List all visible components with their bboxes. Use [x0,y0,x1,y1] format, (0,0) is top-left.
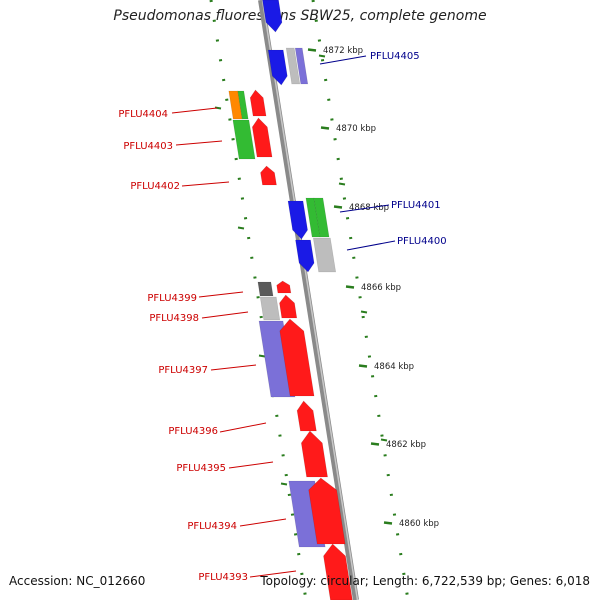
kbp-tick-mark [320,126,330,130]
gene-label-pflu4394[interactable]: PFLU4394 [187,521,237,532]
gene-label-pflu4403[interactable]: PFLU4403 [123,141,173,152]
minor-tick [338,182,346,186]
gene-label-connector [239,518,287,527]
tick-track-left [209,0,308,600]
gene-labels-layer: PFLU4405 PFLU4404 PFLU4403 PFLU4402 PFLU4401… [118,51,446,583]
gene-label-pflu4399[interactable]: PFLU4399 [147,293,197,304]
gene-pflu4396-red [296,400,317,432]
kbp-tick-mark [333,205,343,209]
gene-label-connector [339,204,390,213]
gene-pflu4403-green [232,119,256,160]
kbp-tick-mark [345,285,355,289]
gene-pflu4394-red [308,477,346,545]
gene-label-pflu4402[interactable]: PFLU4402 [130,181,180,192]
accession-text: Accession: NC_012660 [9,574,146,588]
minor-tick [360,310,368,314]
gene-top-blue [262,0,283,33]
kbp-tick-label: 4862 kbp [386,440,426,450]
gene-label-pflu4404[interactable]: PFLU4404 [118,109,168,120]
gene-label-connector [219,422,267,433]
gene-pflu4404-red [249,89,267,117]
kbp-tick-mark [370,442,380,446]
backbone-line [258,0,359,600]
gene-pflu4397-red [279,318,315,397]
gene-pflu4399-red [276,280,292,294]
gene-label-connector [171,107,218,114]
kbp-tick-label: 4864 kbp [374,362,414,372]
kbp-tick-mark [383,521,393,525]
gene-pflu4395-red [300,430,328,478]
map-title: Pseudomonas fluorescens SBW25, complete … [113,8,487,24]
gene-label-pflu4393[interactable]: PFLU4393 [198,572,248,583]
kbp-tick-label: 4870 kbp [336,124,376,134]
gene-label-pflu4396[interactable]: PFLU4396 [168,426,218,437]
gene-pflu4404-green [237,90,249,120]
minor-tick [258,354,266,358]
gene-label-pflu4405[interactable]: PFLU4405 [370,51,420,62]
kbp-tick-mark [358,364,368,368]
minor-tick [280,482,288,486]
gene-label-connector [228,461,274,469]
tick-track-right [311,0,410,600]
kbp-tick-label: 4872 kbp [323,46,363,56]
gene-pflu4402-red [260,165,277,186]
gene-pflu4405-gray [285,47,301,85]
kbp-tick-label: 4860 kbp [399,519,439,529]
gene-label-connector [181,181,230,187]
gene-pflu4401-blue [287,200,308,240]
gene-label-connector [210,364,257,371]
gene-label-pflu4400[interactable]: PFLU4400 [397,236,447,247]
backbone-highlight [261,0,359,600]
genes-layer [228,0,353,600]
gene-label-connector [198,291,244,298]
gene-label-pflu4397[interactable]: PFLU4397 [158,365,208,376]
gene-pflu4405-purple [294,47,309,85]
topology-text: Topology: circular; Length: 6,722,539 bp… [260,574,590,588]
gene-pflu4400-blue [295,239,315,273]
gene-label-pflu4395[interactable]: PFLU4395 [176,463,226,474]
tick-dots-layer [209,0,410,600]
gene-pflu4399-darkgray [257,281,274,297]
gene-label-connector [249,570,297,578]
gene-pflu4393-red [323,543,353,600]
gene-label-connector [319,55,367,65]
gene-pflu4403-red [251,117,273,158]
kbp-tick-label: 4866 kbp [361,283,401,293]
minor-tick [237,226,245,230]
gene-label-pflu4401[interactable]: PFLU4401 [391,200,441,211]
genome-backbone [258,0,359,600]
gene-label-connector [201,311,249,319]
gene-pflu4398-red [279,294,298,319]
gene-label-connector [346,240,396,251]
gene-label-connector [175,140,223,146]
gene-pflu4400-gray [312,237,337,273]
minor-tick [318,54,326,58]
kbp-tick-mark [307,48,317,52]
minor-tick [380,438,388,442]
gene-label-pflu4398[interactable]: PFLU4398 [149,313,199,324]
gene-pflu4405-blue [267,49,288,86]
gene-pflu4398-gray [259,296,281,321]
gene-pflu4401-green2 [313,197,330,238]
